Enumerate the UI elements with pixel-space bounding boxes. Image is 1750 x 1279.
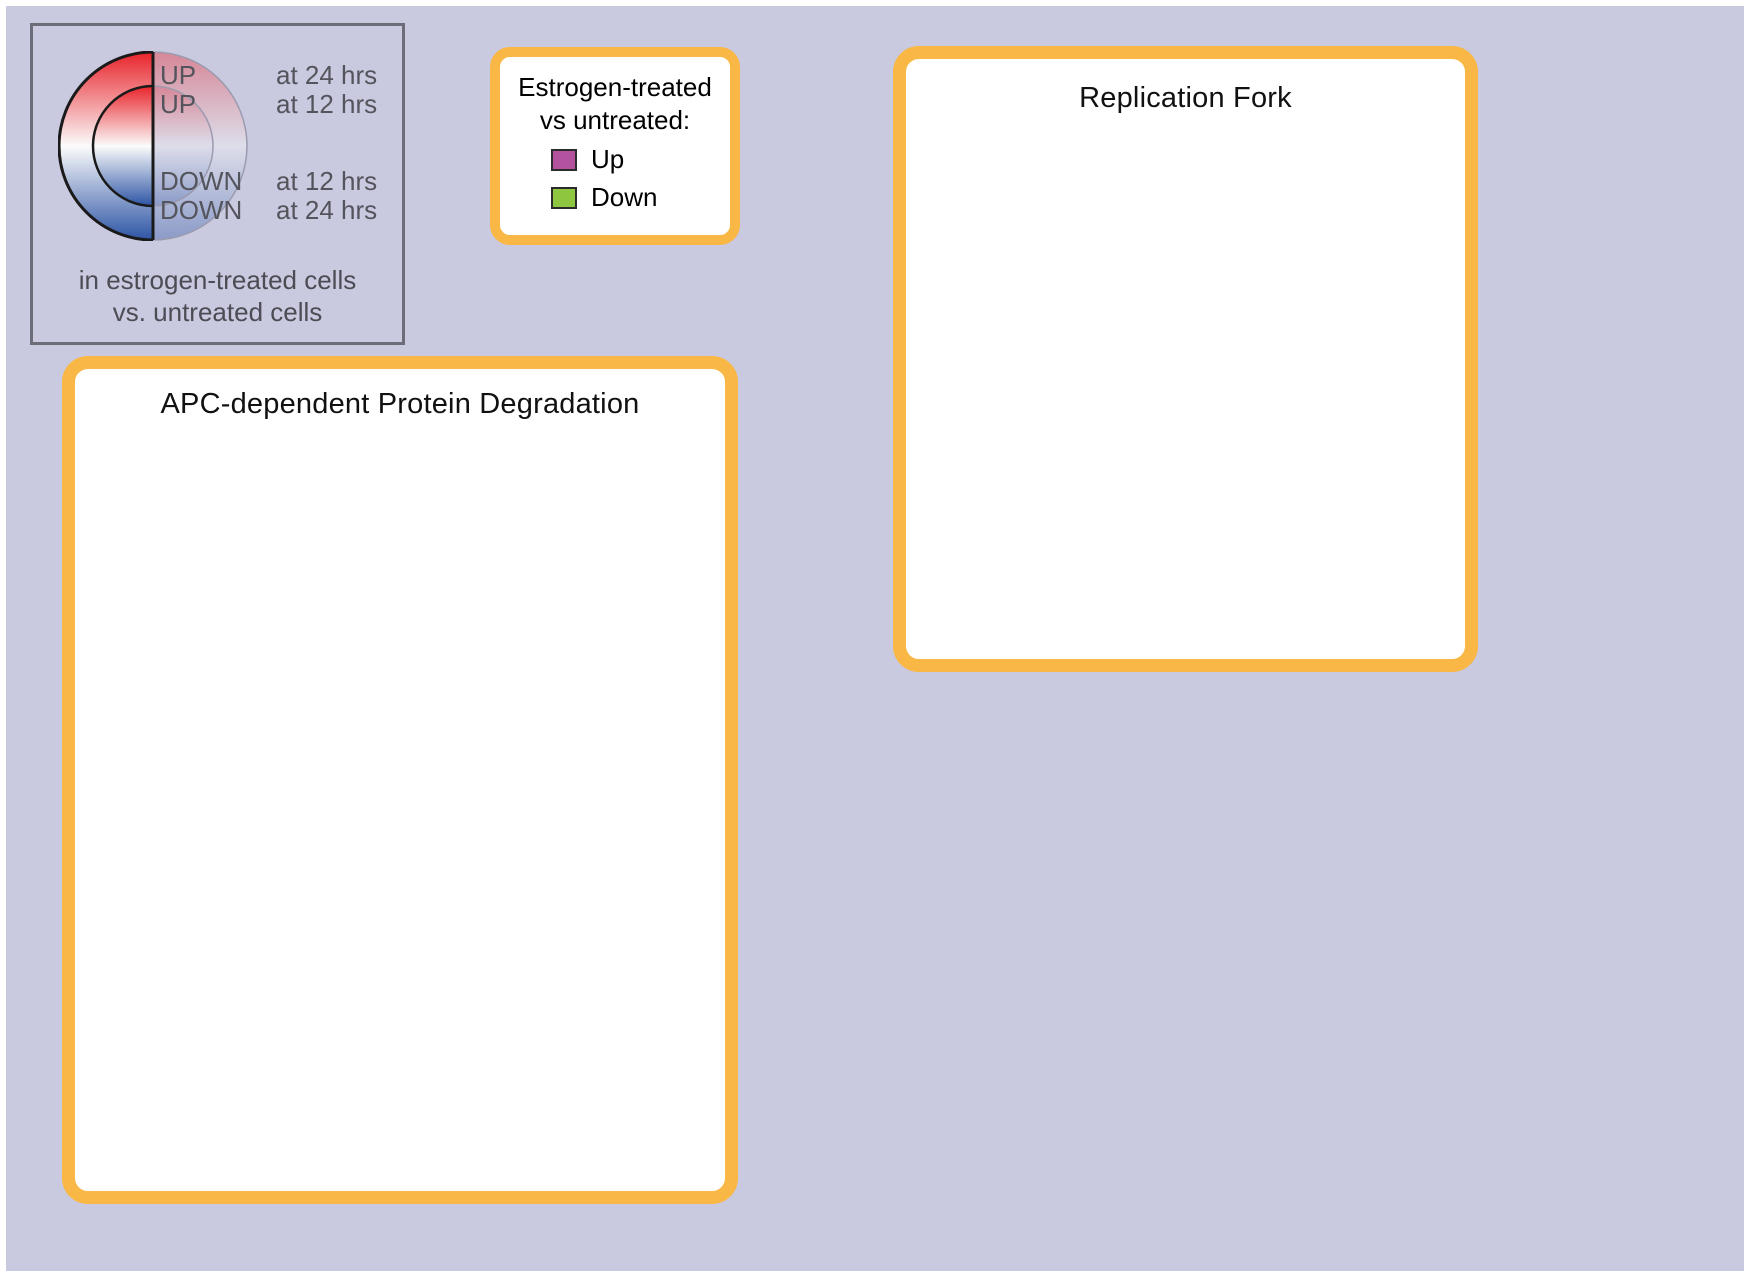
- updown-legend-title-line2: vs untreated:: [539, 105, 691, 135]
- replication-fork-title: Replication Fork: [1079, 82, 1292, 114]
- legend-item-label: Up: [591, 144, 625, 174]
- updown-legend-title-line1: Estrogen-treated: [518, 72, 712, 102]
- ring-direction-label: DOWN: [160, 195, 243, 225]
- ring-legend-caption-line1: in estrogen-treated cells: [78, 265, 357, 295]
- ring-time-label: at 24 hrs: [276, 60, 378, 90]
- apc-title: APC-dependent Protein Degradation: [160, 388, 640, 420]
- updown-legend-box: Estrogen-treated vs untreated: Up Down: [490, 47, 740, 245]
- figure-canvas: UP at 24 hrs UP at 12 hrs DOWN at 12 hrs DOWN a…: [6, 6, 1744, 1271]
- ring-direction-label: UP: [160, 60, 197, 90]
- ring-legend-box: UP at 24 hrs UP at 12 hrs DOWN at 12 hrs DOWN a…: [30, 23, 405, 345]
- ring-legend-caption-line2: vs. untreated cells: [112, 297, 323, 327]
- apc-panel: [62, 356, 738, 1204]
- legend-swatch: [551, 186, 577, 209]
- faded-half: [153, 52, 247, 240]
- legend-item: Up: [551, 144, 679, 175]
- ring-time-label: at 12 hrs: [276, 89, 378, 119]
- ring-direction-label: UP: [160, 89, 197, 119]
- legend-swatch: [551, 148, 577, 171]
- ring-time-label: at 12 hrs: [276, 166, 378, 196]
- updown-ring-diagram: [58, 51, 248, 241]
- replication-fork-panel: [893, 46, 1478, 672]
- ring-direction-label: DOWN: [160, 166, 243, 196]
- legend-item: Down: [551, 182, 679, 213]
- ring-time-label: at 24 hrs: [276, 195, 378, 225]
- legend-item-label: Down: [591, 182, 658, 212]
- updown-legend-items: Up Down: [551, 137, 679, 213]
